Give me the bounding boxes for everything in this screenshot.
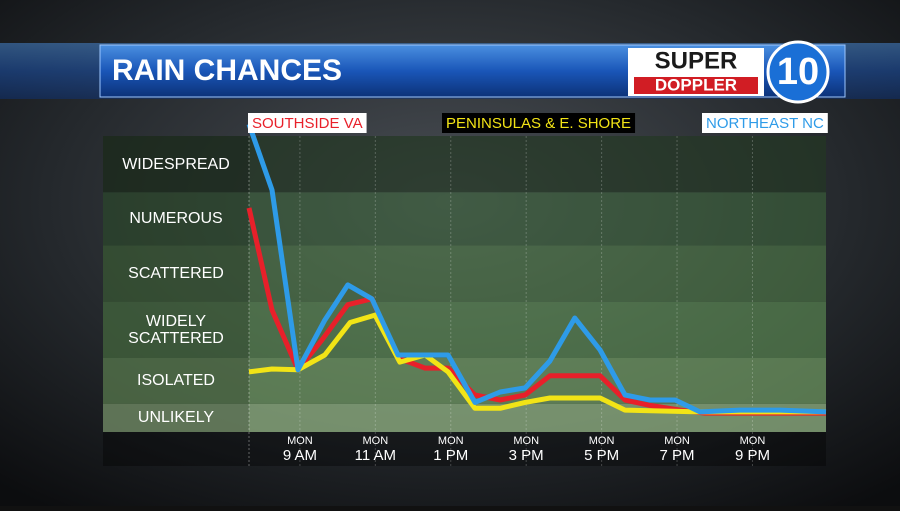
legend-label: SOUTHSIDE VA <box>252 115 363 132</box>
band-label-box: ISOLATED <box>137 372 215 390</box>
legend-label: NORTHEAST NC <box>706 115 824 132</box>
x-tick-label: 5 PM <box>584 447 619 464</box>
x-tick-label: 3 PM <box>509 447 544 464</box>
band-label-bg <box>103 301 249 358</box>
logo-band <box>634 77 758 94</box>
legend-label: PENINSULAS & E. SHORE <box>446 115 631 132</box>
legend-box <box>702 113 828 133</box>
series-line <box>248 312 826 415</box>
x-tick-label: 11 AM <box>355 447 396 464</box>
band-label: WIDELY SCATTERED <box>128 312 224 347</box>
band-label-bg <box>103 403 249 432</box>
x-tick-day: MON <box>589 435 615 447</box>
band-label: NUMEROUS <box>129 210 223 228</box>
x-tick-label: 7 PM <box>660 447 695 464</box>
band-label-bg <box>103 136 249 193</box>
band-label-bg <box>103 245 249 302</box>
band-label-bg <box>103 358 249 404</box>
band-label-box: NUMEROUS <box>129 210 223 228</box>
band-label-box: WIDELY SCATTERED <box>128 312 224 347</box>
legend: SOUTHSIDE VA PENINSULAS & E. SHORE NORTHEA… <box>248 113 828 133</box>
x-axis-area <box>103 432 826 466</box>
logo: SUPER DOPPLER 10 <box>628 40 830 104</box>
x-tick-day: MON <box>664 435 690 447</box>
band-label: SCATTERED <box>128 265 224 283</box>
x-tick-day: MON <box>438 435 464 447</box>
lines <box>246 123 827 416</box>
legend-box <box>442 113 636 133</box>
x-tick-label: 9 AM <box>283 447 317 464</box>
band-label-bg <box>103 192 249 246</box>
x-tick-day: MON <box>513 435 539 447</box>
band <box>103 136 826 193</box>
band-label: ISOLATED <box>137 372 215 390</box>
legend-box <box>248 113 367 133</box>
logo-line1: SUPER <box>655 47 738 74</box>
x-tick-day: MON <box>287 435 313 447</box>
series-line <box>246 207 826 416</box>
band-label: WIDESPREAD <box>122 155 230 173</box>
band <box>103 245 826 302</box>
band-label-box: WIDESPREAD <box>122 155 230 173</box>
x-tick-label: 9 PM <box>735 447 770 464</box>
series-line <box>246 123 827 415</box>
band-label: UNLIKELY <box>137 409 215 427</box>
band-label-box: SCATTERED <box>128 265 224 283</box>
logo-circle <box>766 40 830 104</box>
x-tick-day: MON <box>363 435 389 447</box>
band <box>103 192 826 246</box>
x-tick-day: MON <box>740 435 766 447</box>
band <box>103 403 826 432</box>
logo-number: 10 <box>777 51 819 93</box>
logo-line2: DOPPLER <box>655 75 737 94</box>
band <box>103 301 826 358</box>
band-label-box: UNLIKELY <box>137 409 215 427</box>
x-tick-label: 1 PM <box>433 447 468 464</box>
chart-title: RAIN CHANCES <box>112 54 342 87</box>
